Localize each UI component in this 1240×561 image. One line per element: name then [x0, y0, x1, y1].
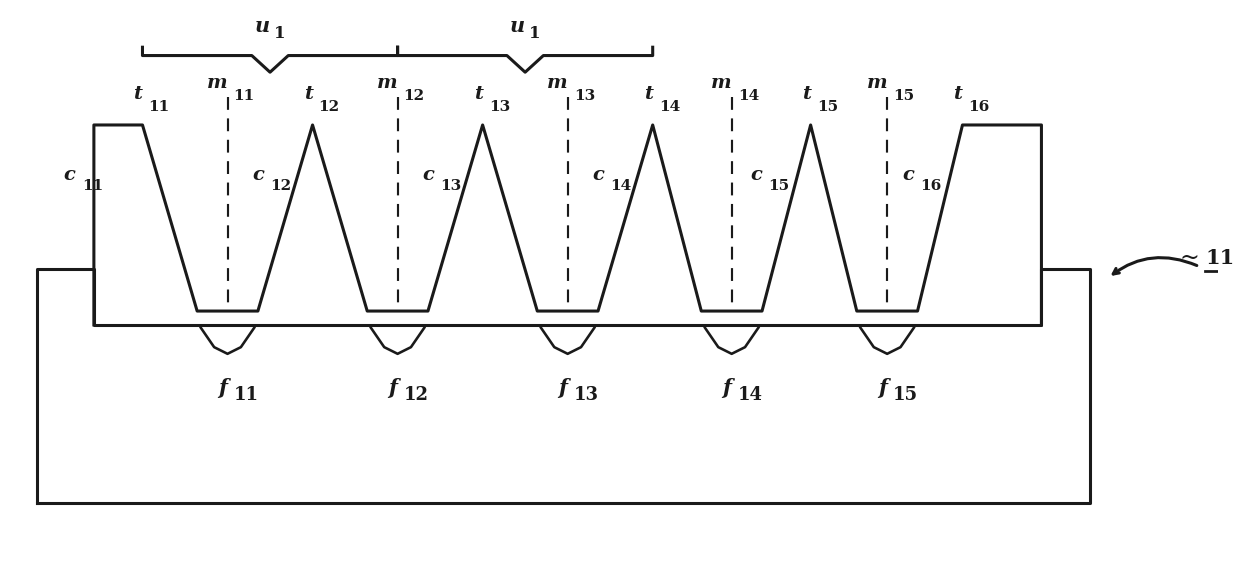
Text: 14: 14: [610, 179, 631, 193]
Text: c: c: [63, 166, 76, 184]
Text: 16: 16: [920, 179, 941, 193]
Text: m: m: [547, 73, 568, 91]
Text: 13: 13: [440, 179, 461, 193]
Text: c: c: [422, 166, 434, 184]
Text: c: c: [252, 166, 264, 184]
Text: u: u: [255, 16, 270, 36]
Text: 15: 15: [817, 100, 838, 114]
Text: t: t: [954, 85, 962, 103]
Text: 13: 13: [489, 100, 510, 114]
Text: f: f: [559, 378, 568, 398]
Text: 11: 11: [149, 100, 170, 114]
Text: t: t: [304, 85, 312, 103]
Text: 14: 14: [658, 100, 680, 114]
Text: 13: 13: [574, 386, 599, 404]
Text: 15: 15: [893, 386, 919, 404]
Text: 12: 12: [404, 386, 429, 404]
Text: t: t: [474, 85, 482, 103]
Text: 12: 12: [319, 100, 340, 114]
Text: 1: 1: [528, 25, 541, 42]
Text: 11: 11: [233, 89, 255, 103]
Text: f: f: [878, 378, 887, 398]
Text: ~: ~: [1179, 247, 1199, 270]
Text: 11: 11: [1205, 249, 1235, 268]
Text: 15: 15: [768, 179, 789, 193]
Text: t: t: [644, 85, 652, 103]
Text: c: c: [593, 166, 604, 184]
Text: 16: 16: [968, 100, 990, 114]
Text: 11: 11: [233, 386, 259, 404]
Text: 12: 12: [404, 89, 425, 103]
Text: 14: 14: [738, 386, 763, 404]
Text: u: u: [510, 16, 526, 36]
Text: 13: 13: [574, 89, 595, 103]
Text: t: t: [801, 85, 811, 103]
Text: t: t: [134, 85, 143, 103]
Text: 14: 14: [738, 89, 759, 103]
Text: m: m: [377, 73, 398, 91]
Text: c: c: [750, 166, 763, 184]
Text: f: f: [218, 378, 227, 398]
Text: 11: 11: [82, 179, 103, 193]
Text: f: f: [723, 378, 732, 398]
Text: 12: 12: [270, 179, 291, 193]
Text: m: m: [207, 73, 227, 91]
Text: m: m: [867, 73, 887, 91]
Text: 15: 15: [893, 89, 914, 103]
Text: 1: 1: [274, 25, 285, 42]
Text: f: f: [388, 378, 398, 398]
Text: m: m: [711, 73, 732, 91]
Text: c: c: [901, 166, 914, 184]
